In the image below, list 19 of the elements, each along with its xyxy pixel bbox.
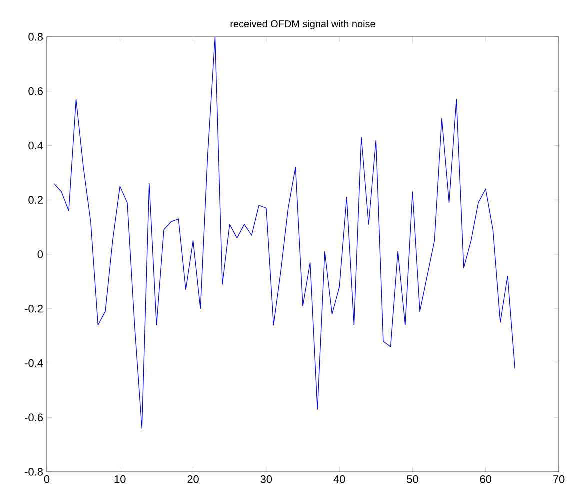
x-tick-label: 0 (44, 476, 50, 484)
y-tick-label: 0.4 (28, 142, 44, 150)
y-tick-label: 0 (38, 250, 44, 258)
line-series (54, 37, 516, 429)
y-tick-label: -0.6 (25, 414, 43, 422)
y-tick-label: 0.8 (28, 33, 43, 41)
x-tick-label: 60 (480, 476, 492, 484)
x-tick-label: 50 (407, 476, 418, 484)
y-tick-label: -0.8 (25, 468, 43, 476)
x-tick-label: 70 (553, 476, 565, 484)
x-tick-label: 10 (114, 476, 126, 484)
x-tick-label: 20 (188, 476, 199, 484)
y-tick-label: 0.2 (28, 196, 43, 204)
x-tick-label: 40 (334, 476, 346, 484)
y-tick-label: 0.6 (28, 88, 43, 96)
chart-title: received OFDM signal with noise (230, 20, 376, 30)
x-tick-label: 30 (260, 476, 272, 484)
y-tick-label: -0.2 (25, 305, 43, 313)
y-tick-label: -0.4 (25, 359, 44, 368)
